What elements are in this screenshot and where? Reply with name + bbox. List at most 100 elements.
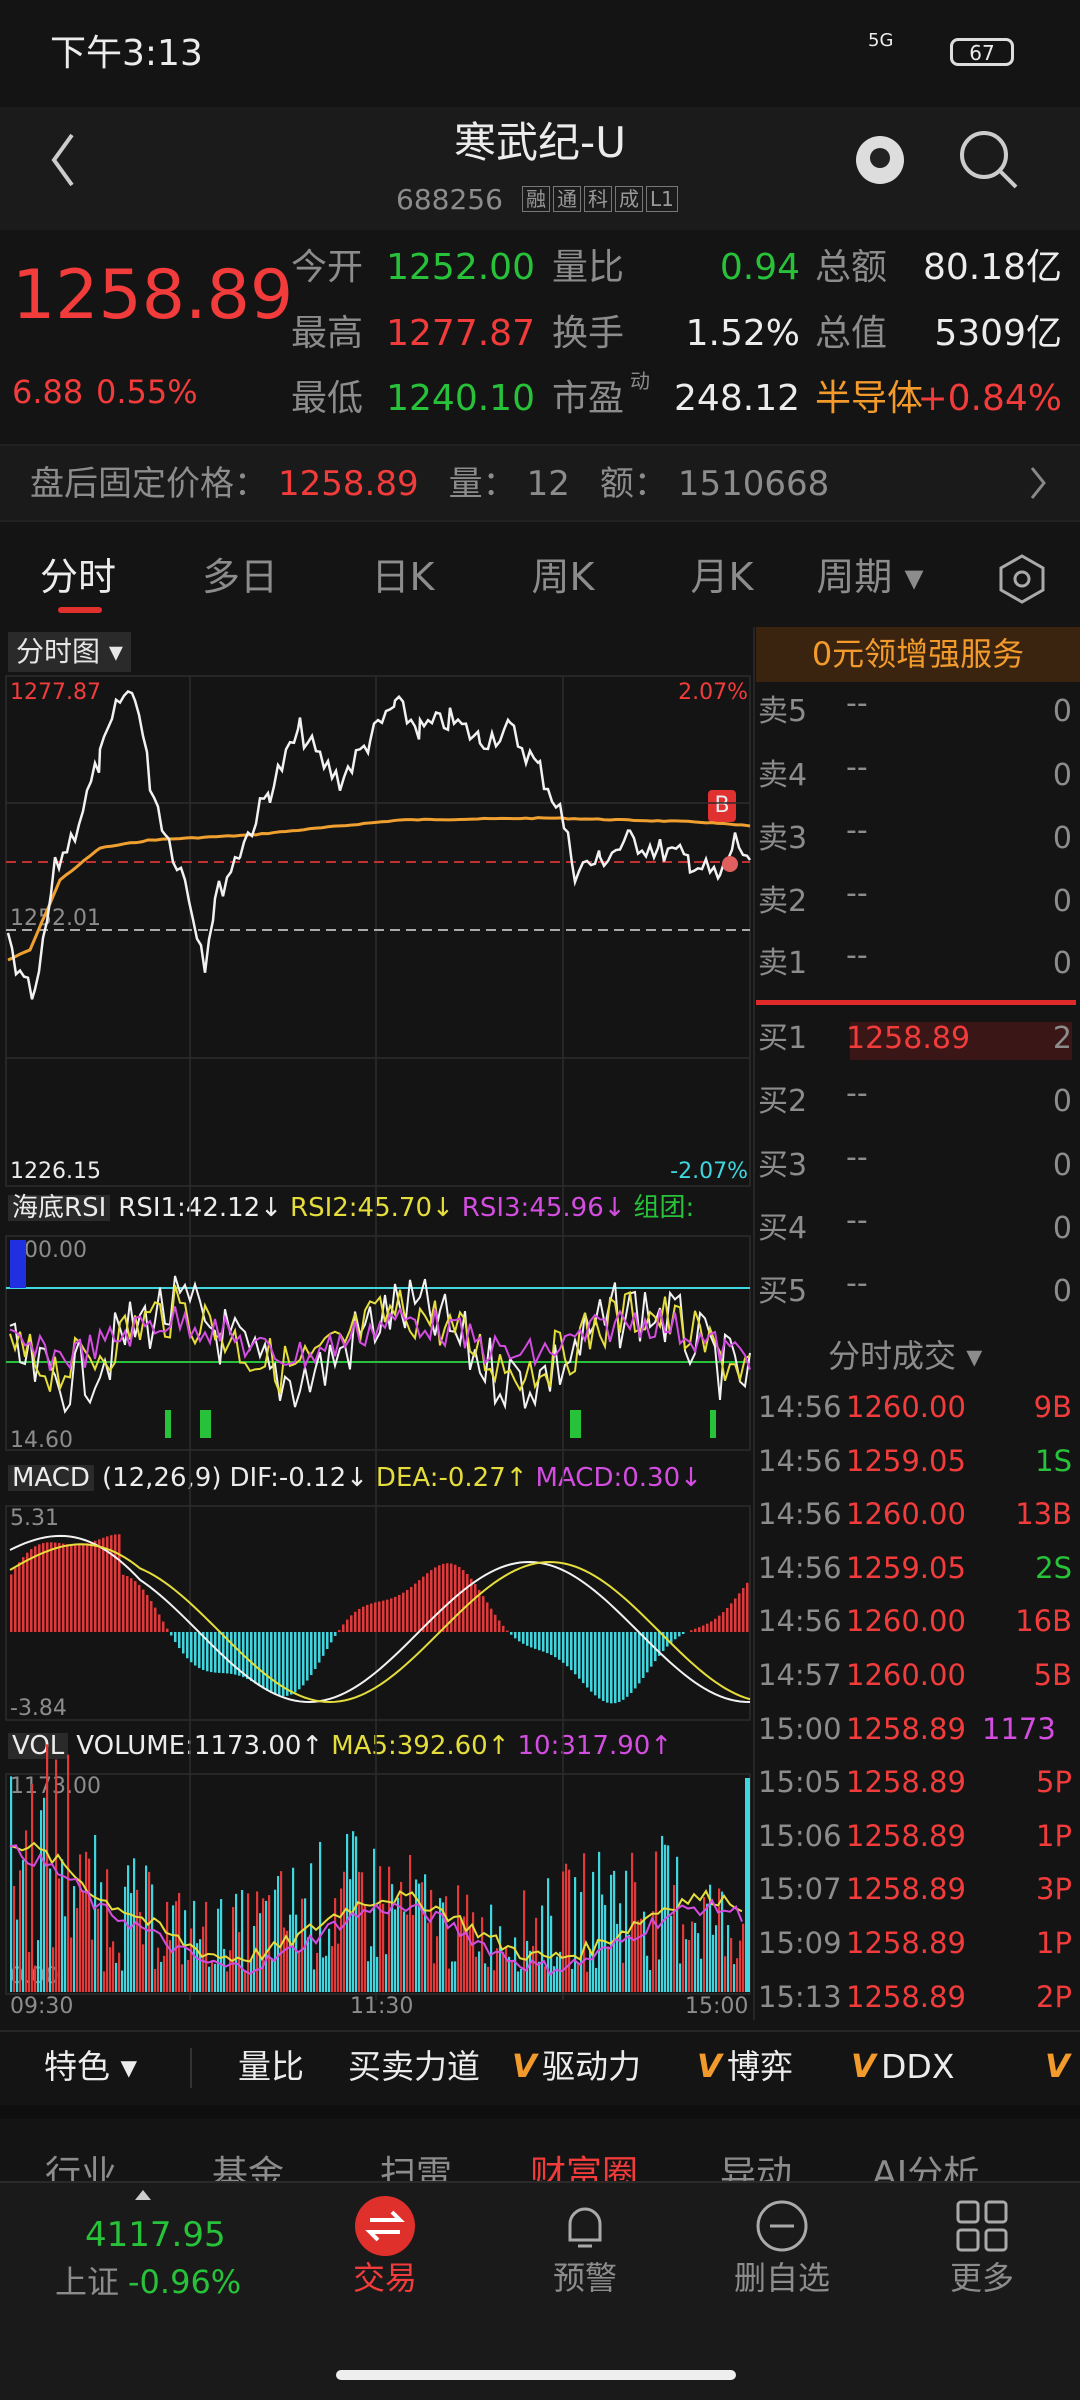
chart-shape [169,1940,172,1992]
chart-shape [554,1632,557,1658]
chart-shape [278,1632,281,1696]
nav-item[interactable]: 预警 [552,2259,617,2297]
nav-item[interactable]: 交易 [352,2259,417,2297]
chart-shape [454,1961,457,1992]
rsi-top: 100.00 [10,1238,87,1263]
tab-underline [58,607,102,613]
chart-shape [166,1901,169,1992]
chart-shape [246,1632,249,1679]
chart-shape [202,1926,205,1992]
sub-tab[interactable]: 扫雷 [380,2154,453,2182]
trade-time: 14:56 [758,1497,842,1532]
chart-shape [484,1963,487,1992]
book-price: -- [846,686,868,721]
chart-shape [220,1899,223,1992]
chart-shape [82,1544,85,1632]
chart-shape [590,1632,593,1692]
chart-shape [565,1863,568,1992]
toolbar-item[interactable]: 驱动力 [542,2047,641,2086]
settings-icon[interactable] [999,554,1045,604]
chart-shape [229,1950,232,1992]
chart-shape [70,1544,73,1632]
after-hours[interactable]: 盘后固定价格： 1258.89 量： 12 额： 1510668 [30,467,829,501]
chart-shape [490,1608,493,1632]
trade-volume: 5B [1033,1658,1072,1692]
chart-shape [534,1632,537,1649]
chart-shape [208,1966,211,1992]
toolbar-item[interactable]: 买卖力道 [348,2047,480,2086]
field-value: 5309亿 [934,313,1062,354]
index-value[interactable]: 4117.95 [85,2215,226,2255]
chart-shape [358,1871,361,1992]
sub-tab[interactable]: AI分析 [872,2154,980,2182]
chart-shape [238,1932,241,1992]
chart-shape [541,1905,544,1992]
vol-name[interactable]: VOL [8,1733,69,1759]
chart-shape [244,1970,247,1992]
sub-tab[interactable]: 行业 [45,2154,118,2182]
buy-marker[interactable]: B [708,790,736,822]
tab[interactable]: 分时 [39,555,116,599]
toolbar-item[interactable]: DDX [881,2047,955,2086]
trade-time: 15:05 [758,1765,842,1800]
chart-shape [494,1614,497,1632]
trade-price: 1260.00 [846,1497,966,1532]
chart-shape [206,1632,209,1672]
sub-tab[interactable]: 异动 [720,2154,793,2182]
tab[interactable]: 月K [690,555,754,599]
nav-item[interactable]: 更多 [949,2259,1014,2297]
chart-shape [530,1632,533,1648]
chart-shape [446,1563,449,1632]
chart-shape [594,1632,597,1696]
chart-shape [150,1601,153,1632]
chart-shape [601,1894,604,1992]
chart-selector[interactable]: 分时图 ▾ [8,632,131,672]
high-label: 1277.87 [10,680,101,705]
chart-shape [691,1921,694,1992]
chart-shape [694,1628,697,1632]
chart-shape [298,1632,301,1690]
chart-shape [374,1602,377,1632]
chart-shape [570,1410,576,1438]
badge: 融 [522,186,550,212]
chart-shape [235,1893,238,1992]
chart-shape [544,1966,547,1992]
chart-shape [673,1884,676,1992]
book-label: 卖5 [758,694,808,729]
chart-shape [694,1922,697,1992]
chart-shape [631,1852,634,1992]
macd-name[interactable]: MACD [8,1465,94,1491]
chart-shape [198,1632,201,1669]
toolbar-item[interactable]: 博弈 [727,2047,793,2086]
tab[interactable]: 周K [531,555,595,599]
chart-shape [211,1960,214,1992]
chart-shape [721,1891,724,1992]
chart-shape [142,1944,145,1992]
chart-shape [670,1632,673,1643]
sub-tab[interactable]: 财富圈 [530,2154,639,2182]
chart-shape [582,1632,585,1684]
trade-volume: 3P [1036,1872,1072,1907]
chart-shape [568,1869,571,1992]
nav-item[interactable]: 删自选 [733,2259,830,2297]
badge: L1 [646,186,678,212]
trades-title[interactable]: 分时成交 ▾ [828,1337,983,1375]
time-label: 09:30 [10,1994,74,2019]
tab[interactable]: 周期 ▾ [816,555,924,599]
chart-shape [433,1963,436,1992]
tab[interactable]: 多日 [201,555,278,599]
toolbar-first-text: 特色 [44,2047,110,2086]
chart-shape [304,1898,307,1992]
chart-shape [346,1619,349,1632]
chart-shape [162,1621,165,1632]
status-time: 下午3:13 [50,33,203,74]
sub-tab[interactable]: 基金 [212,2154,285,2182]
chart-shape [7,816,751,962]
promo[interactable]: 0元领增强服务 [756,627,1080,682]
tab[interactable]: 日K [371,555,435,599]
toolbar-item[interactable]: 量比 [238,2047,304,2086]
rsi-name[interactable]: 海底RSI [8,1195,111,1221]
chart-shape [559,1951,562,1992]
toolbar-first[interactable]: 特色 ▾ [44,2047,138,2086]
change: 6.88 [12,373,84,411]
